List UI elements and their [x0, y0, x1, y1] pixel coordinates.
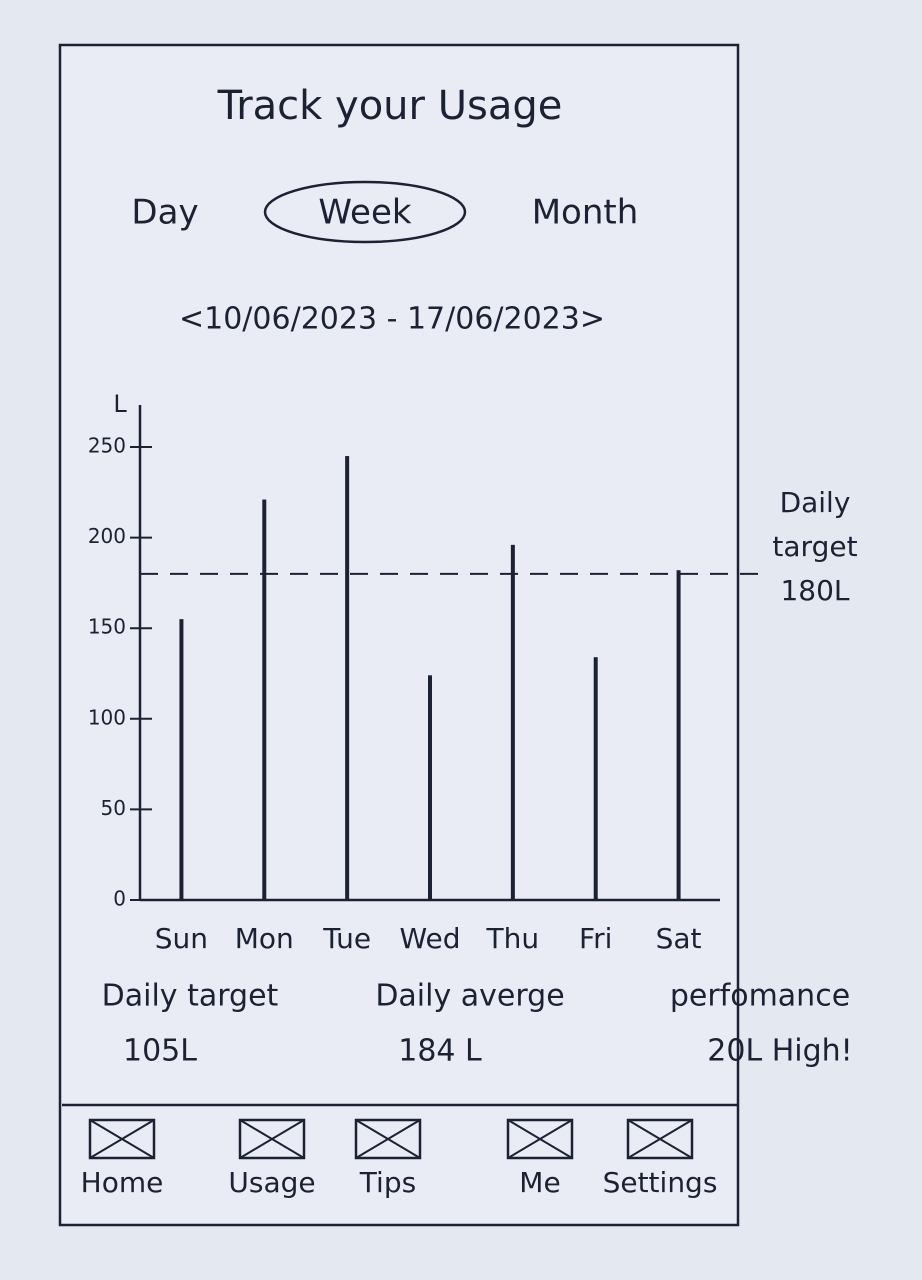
- stat-label: Daily averge: [375, 979, 564, 1014]
- tab[interactable]: Month: [532, 193, 639, 233]
- stat-label: perfomance: [670, 979, 850, 1014]
- tab-selected-outline: [263, 180, 467, 244]
- x-tick-label: Sat: [656, 922, 702, 955]
- x-tick-label: Mon: [235, 922, 294, 955]
- nav-icon: [506, 1118, 574, 1160]
- date-range[interactable]: <10/06/2023 - 17/06/2023>: [179, 302, 605, 337]
- nav-icon-cross: [507, 1119, 573, 1159]
- stat-label: Daily target: [102, 979, 279, 1014]
- bar: [593, 657, 598, 900]
- target-annotation: 180L: [780, 574, 849, 607]
- stat-value: 105L: [123, 1034, 197, 1069]
- y-tick-label: 150: [88, 615, 126, 639]
- y-tick-label: 200: [88, 524, 126, 548]
- nav-icon-cross: [89, 1119, 155, 1159]
- bar: [179, 619, 184, 900]
- nav-icon-cross: [355, 1119, 421, 1159]
- nav-icon: [88, 1118, 156, 1160]
- y-tick-label: 100: [88, 705, 126, 729]
- bar: [676, 570, 681, 900]
- x-tick-label: Fri: [579, 922, 612, 955]
- y-axis-label: L: [113, 390, 127, 418]
- nav-label[interactable]: Me: [519, 1166, 560, 1199]
- nav-icon: [238, 1118, 306, 1160]
- nav-label[interactable]: Tips: [359, 1166, 416, 1199]
- bar: [510, 544, 515, 900]
- nav-icon: [626, 1118, 694, 1160]
- nav-label[interactable]: Usage: [228, 1166, 315, 1199]
- bar: [345, 456, 350, 900]
- x-tick-label: Tue: [322, 922, 371, 955]
- y-tick-label: 0: [113, 887, 126, 911]
- nav-label[interactable]: Home: [81, 1166, 164, 1199]
- target-annotation: Daily: [780, 486, 851, 519]
- y-tick-label: 50: [101, 796, 126, 820]
- phone-frame: [58, 43, 740, 1227]
- target-annotation: target: [772, 530, 857, 563]
- x-tick-label: Wed: [399, 922, 460, 955]
- x-tick-label: Sun: [155, 922, 208, 955]
- bar: [428, 675, 432, 900]
- stat-value: 184 L: [398, 1034, 482, 1069]
- y-tick-label: 250: [88, 434, 126, 458]
- nav-label[interactable]: Settings: [603, 1166, 718, 1199]
- nav-icon-cross: [627, 1119, 693, 1159]
- stat-value: 20L High!: [707, 1034, 852, 1069]
- x-tick-label: Thu: [486, 922, 540, 955]
- tab[interactable]: Week: [318, 193, 411, 233]
- nav-icon-cross: [239, 1119, 305, 1159]
- bar: [262, 499, 267, 900]
- nav-icon: [354, 1118, 422, 1160]
- title: Track your Usage: [217, 83, 563, 129]
- tab[interactable]: Day: [131, 193, 198, 233]
